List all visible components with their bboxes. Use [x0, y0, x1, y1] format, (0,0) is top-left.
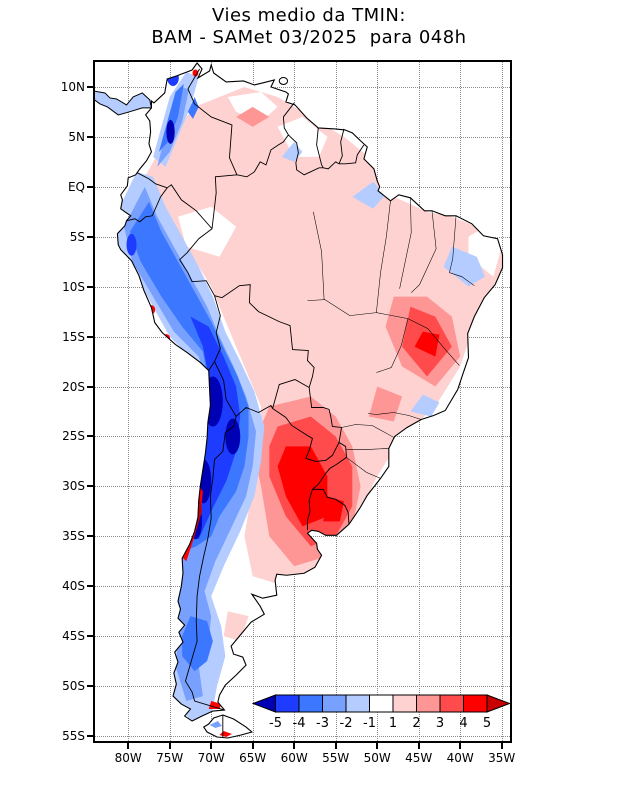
- y-axis-label: 15S: [62, 329, 85, 344]
- y-axis-tick: [87, 485, 93, 488]
- y-axis-label: 55S: [62, 729, 85, 743]
- grid-line-vertical: [169, 62, 171, 741]
- figure-title: Vies medio da TMIN: BAM - SAMet 03/2025 …: [0, 5, 618, 49]
- y-axis-label: 10S: [62, 279, 85, 294]
- colorbar-segment: [345, 694, 370, 713]
- tmin-bias-field: [117, 69, 503, 738]
- colorbar-arrow-left: [251, 694, 276, 713]
- x-axis-label: 65W: [239, 751, 267, 765]
- grid-line-horizontal: [95, 636, 510, 638]
- south-america-map: [95, 62, 510, 741]
- y-axis-tick: [87, 85, 93, 88]
- colorbar-arrow-right: [486, 694, 511, 713]
- colorbar-segment: [275, 694, 300, 713]
- x-axis-tick: [376, 743, 379, 749]
- colorbar-tick-label: -1: [363, 716, 376, 731]
- state-borders: [307, 198, 474, 479]
- y-axis-label: 20S: [62, 379, 85, 394]
- y-axis-tick: [87, 435, 93, 438]
- colorbar-tick-label: -4: [293, 716, 306, 731]
- colorbar-tick-label: 3: [436, 716, 444, 731]
- colorbar-svg: -5 -4 -3 -2 -1 1 2 3 4 5: [251, 694, 511, 731]
- x-axis-tick: [334, 743, 337, 749]
- colorbar-tick-label: 5: [483, 716, 491, 731]
- colorbar-tick-label: 2: [412, 716, 420, 731]
- x-axis-tick: [459, 743, 462, 749]
- grid-line-horizontal: [95, 586, 510, 588]
- central-america-strip: [95, 91, 151, 115]
- grid-line-horizontal: [95, 686, 510, 688]
- y-axis-tick: [87, 535, 93, 538]
- x-axis-tick: [251, 743, 254, 749]
- x-axis-tick: [127, 743, 130, 749]
- x-axis-tick: [500, 743, 503, 749]
- y-axis-tick: [87, 385, 93, 388]
- x-axis-label: 35W: [488, 751, 516, 765]
- colorbar-tick-label: -3: [316, 716, 329, 731]
- y-axis-label: 5S: [69, 229, 85, 244]
- y-axis-tick: [87, 585, 93, 588]
- x-axis-tick: [417, 743, 420, 749]
- y-axis-tick: [87, 185, 93, 188]
- y-axis-label: 5N: [68, 129, 85, 144]
- y-axis-tick: [87, 235, 93, 238]
- grid-line-horizontal: [95, 86, 510, 88]
- colorbar-segment: [392, 694, 417, 713]
- title-line-1: Vies medio da TMIN:: [212, 5, 406, 26]
- grid-line-vertical: [460, 62, 462, 741]
- colorbar-segment: [416, 694, 441, 713]
- country-borders: [127, 69, 364, 738]
- x-axis-label: 45W: [405, 751, 433, 765]
- x-axis-tick: [210, 743, 213, 749]
- y-axis-label: 45S: [62, 629, 85, 644]
- colorbar-tick-label: 1: [389, 716, 397, 731]
- y-axis-tick: [87, 735, 93, 737]
- title-line-2: BAM - SAMet 03/2025 para 048h: [151, 27, 467, 48]
- x-axis-label: 55W: [322, 751, 350, 765]
- colorbar-segment: [298, 694, 323, 713]
- colorbar-segment: [439, 694, 464, 713]
- x-axis-tick: [293, 743, 296, 749]
- x-axis-label: 50W: [363, 751, 391, 765]
- y-axis-tick: [87, 635, 93, 638]
- grid-line-vertical: [128, 62, 130, 741]
- colorbar-tick-label: -5: [269, 716, 282, 731]
- colorbar-tick-label: 4: [459, 716, 467, 731]
- y-axis-tick: [87, 685, 93, 688]
- x-axis-label: 80W: [114, 751, 142, 765]
- colorbar-segment: [322, 694, 347, 713]
- grid-line-horizontal: [95, 736, 510, 737]
- y-axis-label: 40S: [62, 579, 85, 594]
- y-axis-label: 30S: [62, 479, 85, 494]
- y-axis-label: 50S: [62, 679, 85, 694]
- x-axis-label: 40W: [446, 751, 474, 765]
- x-axis-tick: [168, 743, 171, 749]
- y-axis-label: EQ: [67, 179, 85, 194]
- colorbar-segment: [369, 694, 394, 713]
- x-axis-label: 70W: [197, 751, 225, 765]
- x-axis-label: 60W: [280, 751, 308, 765]
- colorbar-tick-label: -2: [340, 716, 353, 731]
- map-plot-frame: [93, 60, 512, 743]
- x-axis-label: 75W: [156, 751, 184, 765]
- y-axis-tick: [87, 335, 93, 338]
- trinidad-island: [279, 77, 287, 84]
- colorbar: -5 -4 -3 -2 -1 1 2 3 4 5: [251, 694, 512, 736]
- y-axis-label: 25S: [62, 429, 85, 444]
- y-axis-tick: [87, 135, 93, 138]
- grid-line-vertical: [501, 62, 503, 741]
- colorbar-segment: [463, 694, 488, 713]
- y-axis-tick: [87, 285, 93, 288]
- y-axis-label: 35S: [62, 529, 85, 544]
- y-axis-label: 10N: [60, 79, 85, 94]
